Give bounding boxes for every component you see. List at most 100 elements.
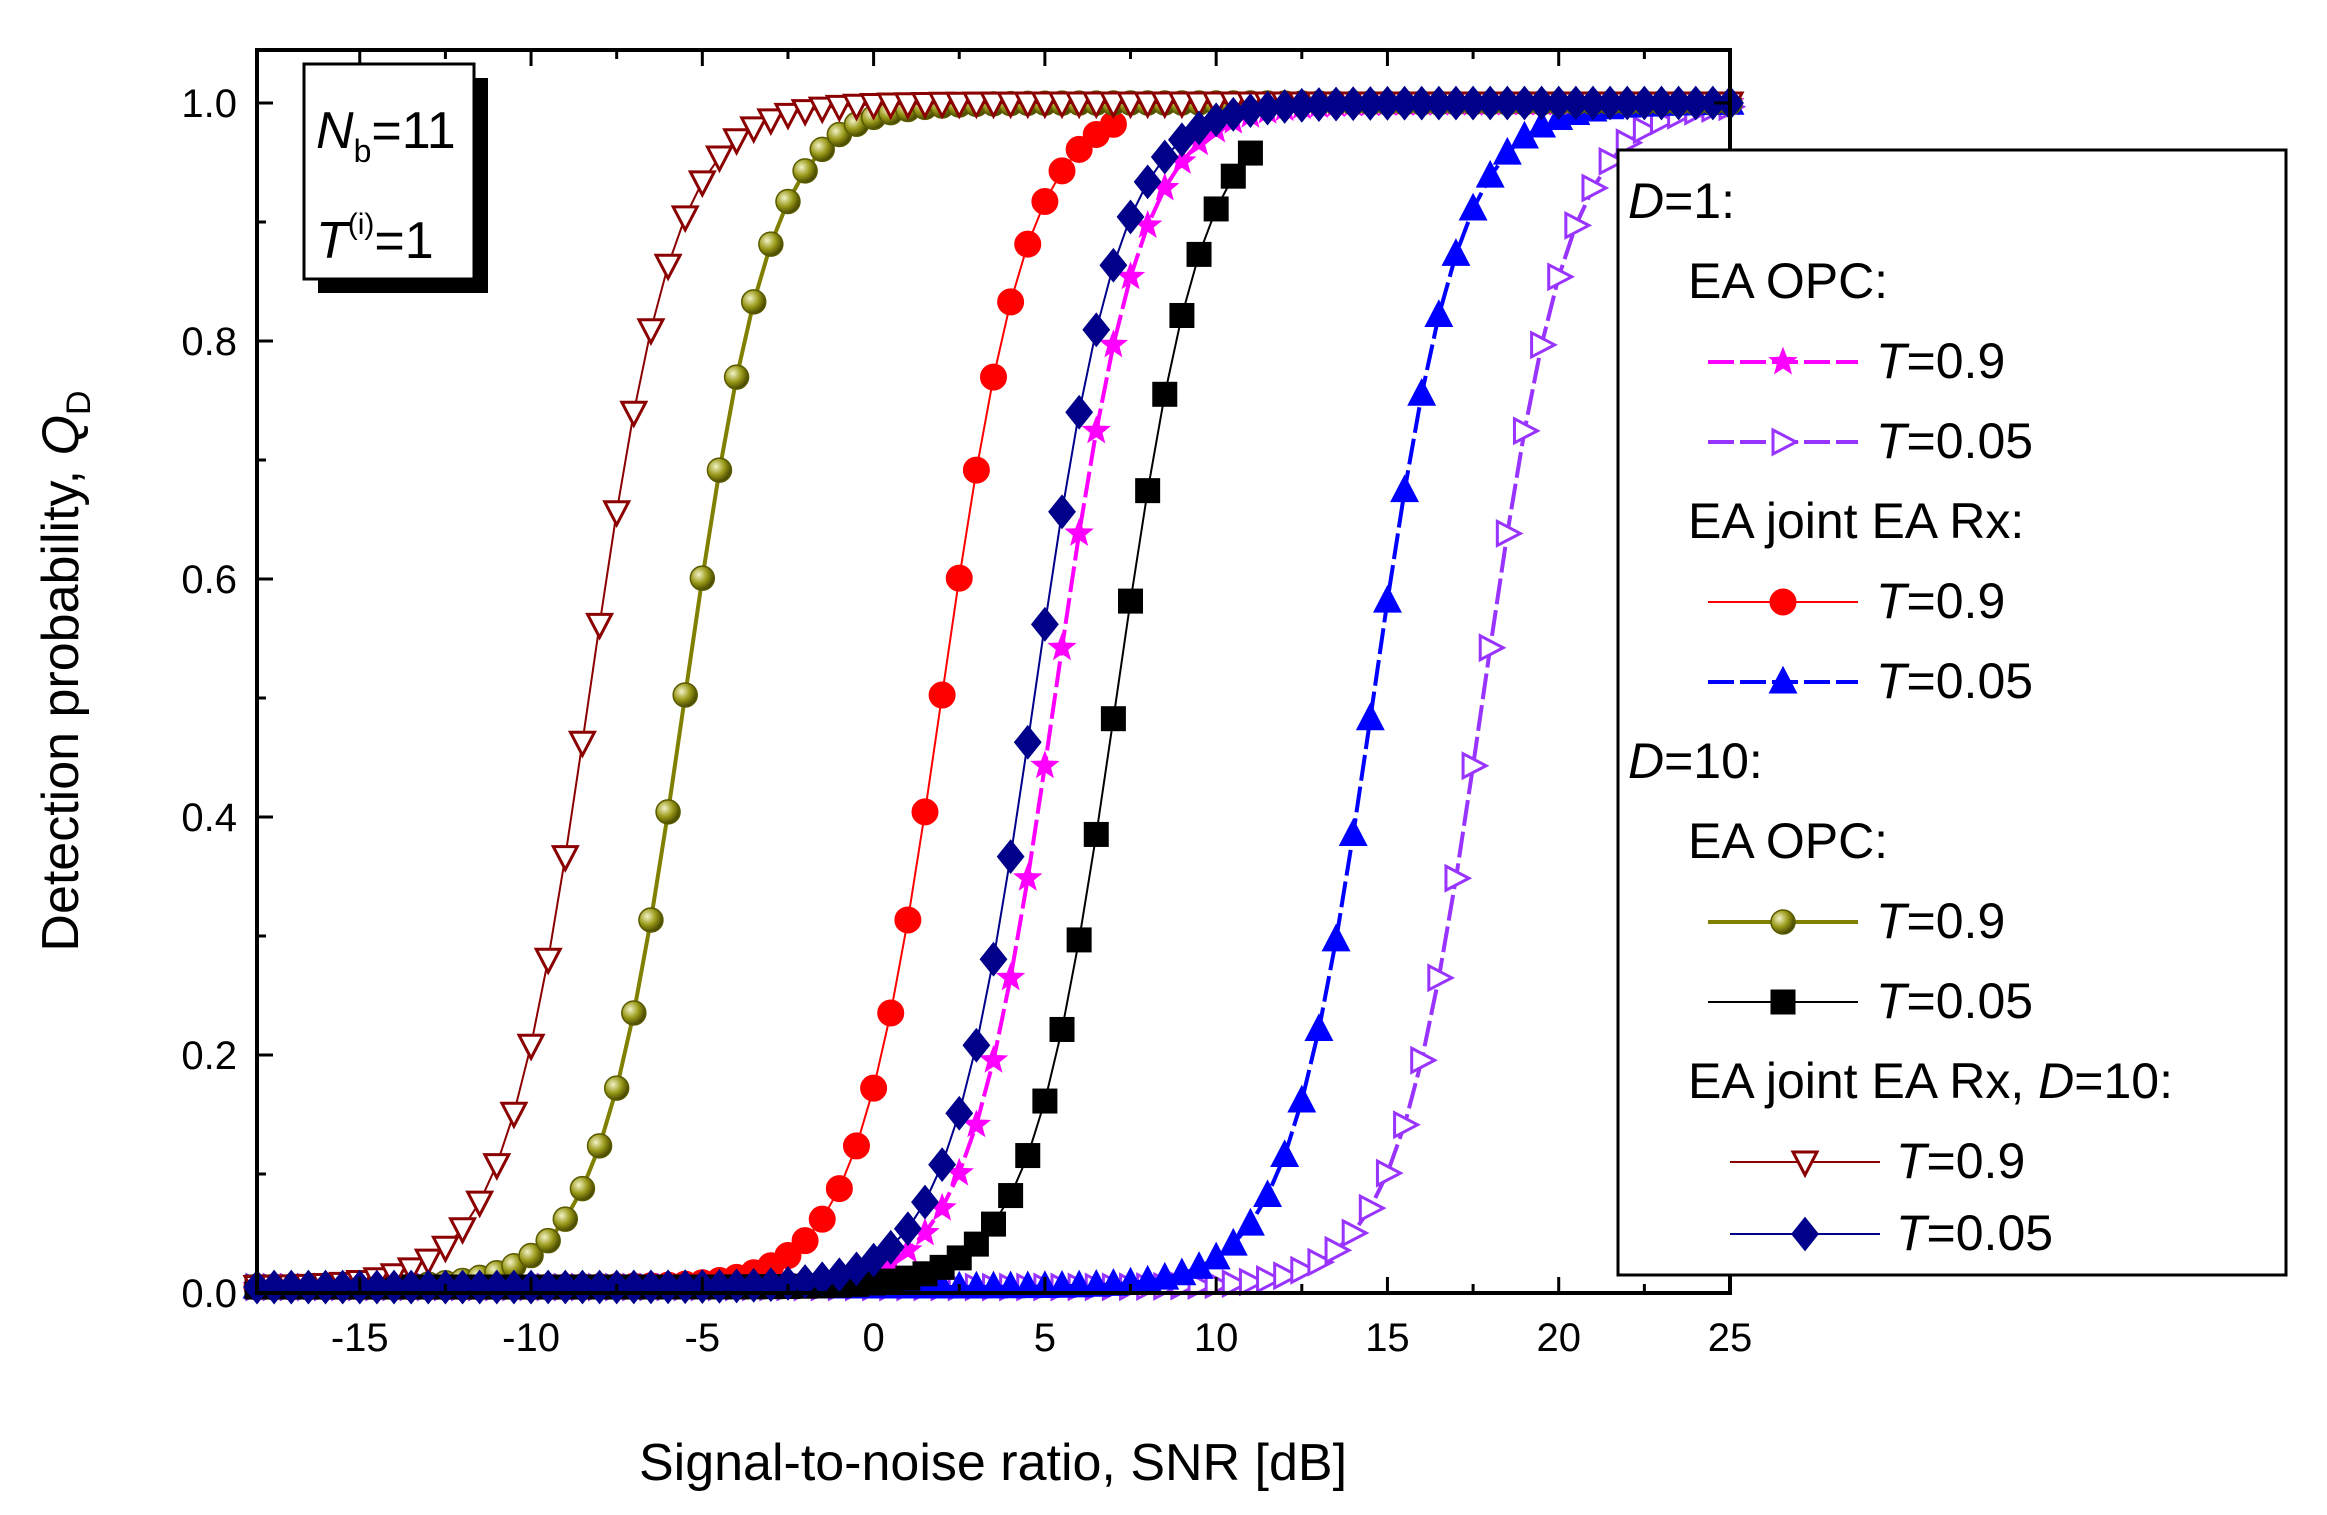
y-axis-label: Detection probability, QD	[32, 390, 98, 951]
legend-frame	[1616, 148, 2288, 1277]
series-4-point-71	[1441, 238, 1471, 266]
legend-swatch-marker-7	[1790, 1150, 1820, 1179]
series-6-point-47	[1032, 1088, 1058, 1114]
legend-swatch-marker-4	[1768, 665, 1798, 694]
series-8-point-39	[893, 1211, 922, 1247]
series-8-point-50	[1082, 312, 1111, 348]
series-7-point-20	[567, 730, 597, 759]
series-8-point-46	[1013, 724, 1042, 760]
legend-heading-d1: D=1:	[1628, 173, 1735, 229]
series-6-point-46	[1015, 1143, 1041, 1169]
series-7-point-49	[1064, 91, 1094, 120]
series-7-point-45	[996, 91, 1026, 120]
legend-entry-8: T=0.05	[1730, 1205, 2053, 1261]
series-7-point-35	[824, 94, 854, 123]
param-nb: Nb=11	[316, 102, 456, 169]
series-3-point-47	[1031, 187, 1059, 215]
series-2-point-66	[1358, 1193, 1387, 1223]
series-2-point-62	[1290, 1255, 1319, 1285]
series-2-point-60	[1256, 1264, 1284, 1294]
series-7-point-50	[1081, 91, 1111, 120]
series-1-point-47	[1030, 750, 1060, 779]
x-tick-label-8: 20	[1536, 1316, 1581, 1360]
series-7-point-17	[516, 1033, 546, 1062]
series-7-point-54	[1150, 91, 1180, 120]
series-7-point-39	[893, 92, 923, 120]
series-2-point-74	[1495, 518, 1524, 548]
series-5-point-33	[792, 158, 818, 184]
legend-swatch-7	[1730, 1150, 1880, 1179]
legend-entry-7: T=0.9	[1730, 1133, 2025, 1189]
series-2-point-59	[1238, 1267, 1267, 1297]
legend-entry-label-1: T=0.9	[1876, 333, 2005, 389]
series-3-point-48	[1048, 157, 1076, 185]
series-7-point-44	[979, 91, 1008, 120]
series-4-point-61	[1270, 1139, 1300, 1168]
series-5-point-30	[740, 289, 767, 315]
series-3-point-39	[894, 906, 922, 934]
series-7-point-30	[739, 116, 769, 145]
legend-swatch-marker-3	[1769, 588, 1797, 616]
legend-swatch-6	[1708, 989, 1858, 1015]
series-2-point-63	[1307, 1247, 1336, 1277]
series-7-point-40	[910, 91, 940, 120]
series-7-point-23	[619, 400, 649, 429]
series-7-point-22	[602, 500, 632, 529]
series-4-point-73	[1475, 159, 1505, 188]
series-8-point-47	[1030, 606, 1059, 642]
series-7-point-37	[859, 93, 889, 121]
series-7-point-48	[1047, 91, 1077, 120]
y-tick-label-6: 1.0	[181, 82, 237, 126]
series-7-point-29	[722, 128, 752, 157]
series-1-point-44	[978, 1044, 1009, 1073]
series-8-point-48	[1048, 494, 1076, 530]
series-2-point-79	[1581, 173, 1610, 203]
series-4-point-57	[1201, 1241, 1231, 1270]
series-6-point-54	[1152, 381, 1178, 407]
series-7-point-11	[413, 1248, 443, 1277]
series-7-point-38	[876, 92, 906, 121]
series-5-point-32	[775, 188, 801, 215]
series-7-point-34	[807, 96, 837, 125]
legend-group-ea-joint-d10: EA joint EA Rx, D=10:	[1688, 1053, 2173, 1109]
series-7-point-32	[773, 102, 803, 131]
series-2-point-75	[1512, 416, 1541, 446]
series-7-point-13	[448, 1217, 478, 1245]
series-7-point-43	[961, 91, 991, 120]
series-3-point-40	[911, 798, 939, 826]
y-tick-label-5: 0.8	[181, 320, 237, 364]
series-7-point-16	[499, 1101, 529, 1130]
series-4-point-64	[1321, 923, 1351, 952]
series-2-point-73	[1478, 633, 1507, 663]
series-5-point-31	[758, 231, 784, 257]
legend-swatch-marker-6	[1770, 989, 1796, 1015]
legend-entry-6: T=0.05	[1708, 973, 2033, 1029]
series-7-point-12	[430, 1235, 460, 1264]
series-4-point-69	[1407, 378, 1437, 406]
series-6-point-55	[1169, 302, 1195, 328]
series-2-point-64	[1324, 1235, 1353, 1265]
legend-entry-3: T=0.9	[1708, 573, 2005, 629]
legend-entry-label-6: T=0.05	[1876, 973, 2033, 1029]
series-7-point-46	[1013, 91, 1043, 120]
series-3-point-46	[1014, 230, 1042, 258]
series-8-point-51	[1099, 247, 1128, 283]
series-8-point-45	[996, 839, 1025, 874]
y-tick-label-4: 0.6	[181, 558, 237, 602]
series-6-point-58	[1220, 163, 1246, 189]
series-6-point-45	[998, 1183, 1024, 1209]
series-8-point-52	[1116, 199, 1145, 235]
series-7-point-51	[1098, 91, 1128, 120]
series-5-point-34	[809, 136, 835, 163]
series-2-point-72	[1461, 751, 1490, 781]
series-8-point-53	[1133, 164, 1162, 200]
series-6-point-52	[1118, 588, 1144, 614]
legend-swatch-marker-2	[1771, 427, 1800, 457]
param-box-frame	[302, 62, 476, 281]
series-4-point-46	[1013, 1270, 1043, 1299]
legend-swatch-marker-8	[1791, 1216, 1819, 1252]
series-4-point-49	[1064, 1269, 1094, 1298]
legend-swatch-8	[1730, 1216, 1880, 1252]
series-4-point-65	[1338, 818, 1368, 846]
